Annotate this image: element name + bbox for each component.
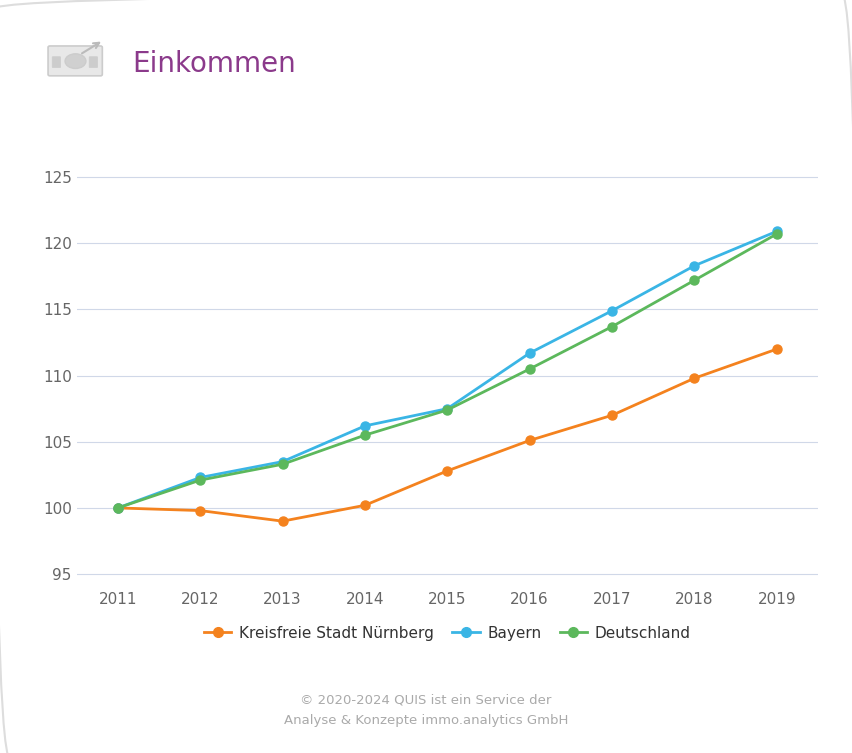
- FancyBboxPatch shape: [89, 56, 97, 68]
- FancyBboxPatch shape: [48, 46, 102, 76]
- Ellipse shape: [65, 53, 86, 69]
- FancyBboxPatch shape: [52, 56, 60, 68]
- Text: © 2020-2024 QUIS ist ein Service der
Analyse & Konzepte immo.analytics GmbH: © 2020-2024 QUIS ist ein Service der Ana…: [284, 694, 568, 727]
- Text: Einkommen: Einkommen: [132, 50, 296, 78]
- Legend: Kreisfreie Stadt Nürnberg, Bayern, Deutschland: Kreisfreie Stadt Nürnberg, Bayern, Deuts…: [198, 620, 697, 648]
